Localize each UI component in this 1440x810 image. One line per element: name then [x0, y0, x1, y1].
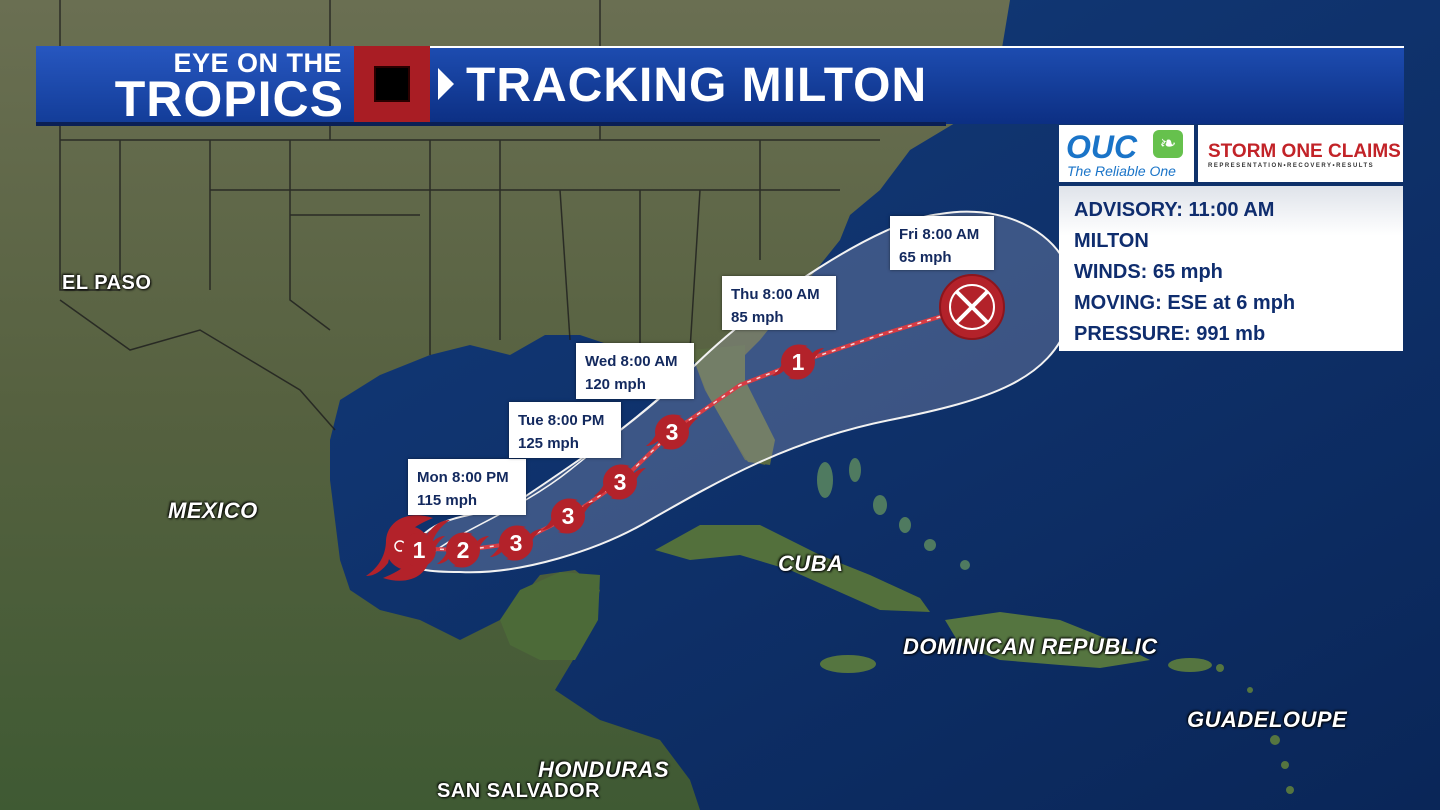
- track-point-marker: 1: [772, 344, 824, 380]
- storm-tagline: REPRESENTATION•RECOVERY•RESULTS: [1208, 163, 1375, 169]
- florida-land: [690, 345, 775, 465]
- track-point-marker: 3: [490, 525, 542, 561]
- brand-logo: EYE ON THE TROPICS: [36, 46, 354, 127]
- banner-underline: [36, 122, 946, 126]
- label-mexico: MEXICO: [168, 498, 258, 523]
- label-dominican-republic: DOMINICAN REPUBLIC: [903, 634, 1158, 659]
- callout-time: Tue 8:00 PM: [518, 412, 605, 429]
- puerto-rico-land: [1168, 658, 1212, 672]
- callout-wed: Wed 8:00 AM 120 mph: [576, 343, 694, 399]
- label-san-salvador: SAN SALVADOR: [437, 780, 601, 802]
- track-point-label: 3: [614, 469, 627, 495]
- label-honduras: HONDURAS: [538, 757, 670, 782]
- advisory-time: ADVISORY: 11:00 AM: [1074, 199, 1275, 221]
- track-point-label: 1: [413, 537, 426, 563]
- lesser-antilles-land: [1216, 664, 1294, 794]
- track-point-label: 1: [792, 349, 805, 375]
- hispaniola-land: [945, 612, 1150, 668]
- callout-mon: Mon 8:00 PM 115 mph: [408, 459, 526, 515]
- jamaica-land: [820, 655, 876, 673]
- callout-fri: Fri 8:00 AM 65 mph: [890, 216, 994, 270]
- pressure: PRESSURE: 991 mb: [1074, 323, 1266, 345]
- winds: WINDS: 65 mph: [1074, 261, 1223, 283]
- advisory-panel: ADVISORY: 11:00 AM MILTON WINDS: 65 mph …: [1059, 186, 1403, 351]
- brand-line1: EYE ON THE: [173, 48, 342, 78]
- yucatan-land: [500, 572, 600, 660]
- storm-name: MILTON: [1074, 230, 1149, 252]
- cuba-land: [655, 525, 930, 612]
- ouc-tagline: The Reliable One: [1067, 163, 1176, 179]
- track-point-marker: 3: [594, 464, 646, 500]
- callout-speed: 120 mph: [585, 376, 646, 393]
- live-box: [354, 46, 430, 122]
- callout-tue: Tue 8:00 PM 125 mph: [509, 402, 621, 458]
- page-title: TRACKING MILTON: [466, 59, 928, 112]
- callout-speed: 65 mph: [899, 249, 952, 266]
- track-point-label: 3: [666, 419, 679, 445]
- callout-time: Mon 8:00 PM: [417, 469, 509, 486]
- callout-time: Thu 8:00 AM: [731, 286, 820, 303]
- callout-time: Fri 8:00 AM: [899, 226, 980, 243]
- track-point-label: 2: [457, 537, 470, 563]
- callout-speed: 125 mph: [518, 435, 579, 452]
- storm-one-sponsor-logo: STORM ONE CLAIMS REPRESENTATION•RECOVERY…: [1198, 125, 1403, 182]
- north-america-land: [0, 0, 1010, 810]
- storm-name: STORM ONE CLAIMS: [1208, 141, 1401, 162]
- moving: MOVING: ESE at 6 mph: [1074, 292, 1296, 314]
- brand-line2: TROPICS: [114, 71, 344, 127]
- track-point-marker: 3: [646, 414, 698, 450]
- track-point-marker: 3: [542, 498, 594, 534]
- label-cuba: CUBA: [778, 551, 844, 576]
- x-circle-icon: [939, 274, 1005, 340]
- callout-speed: 115 mph: [417, 492, 478, 509]
- track-point-marker: 1: [393, 532, 445, 568]
- track-line-dash: [399, 306, 973, 551]
- track-point-label: 3: [562, 503, 575, 529]
- bahamas-land: [817, 458, 970, 570]
- callout-speed: 85 mph: [731, 309, 784, 326]
- track-point-label: 3: [510, 530, 523, 556]
- chevron-right-icon: [438, 68, 454, 100]
- leaf-icon: ❧: [1153, 130, 1183, 158]
- callout-time: Wed 8:00 AM: [585, 353, 678, 370]
- track-point-marker: 2: [437, 532, 489, 568]
- callout-thu: Thu 8:00 AM 85 mph: [722, 276, 836, 330]
- label-guadeloupe: GUADELOUPE: [1187, 707, 1348, 732]
- ouc-sponsor-logo: OUC ❧ The Reliable One: [1059, 125, 1194, 182]
- state-borders: [59, 0, 880, 431]
- ouc-name: OUC: [1066, 129, 1138, 165]
- square-icon: [374, 66, 410, 102]
- label-el-paso: EL PASO: [62, 272, 152, 294]
